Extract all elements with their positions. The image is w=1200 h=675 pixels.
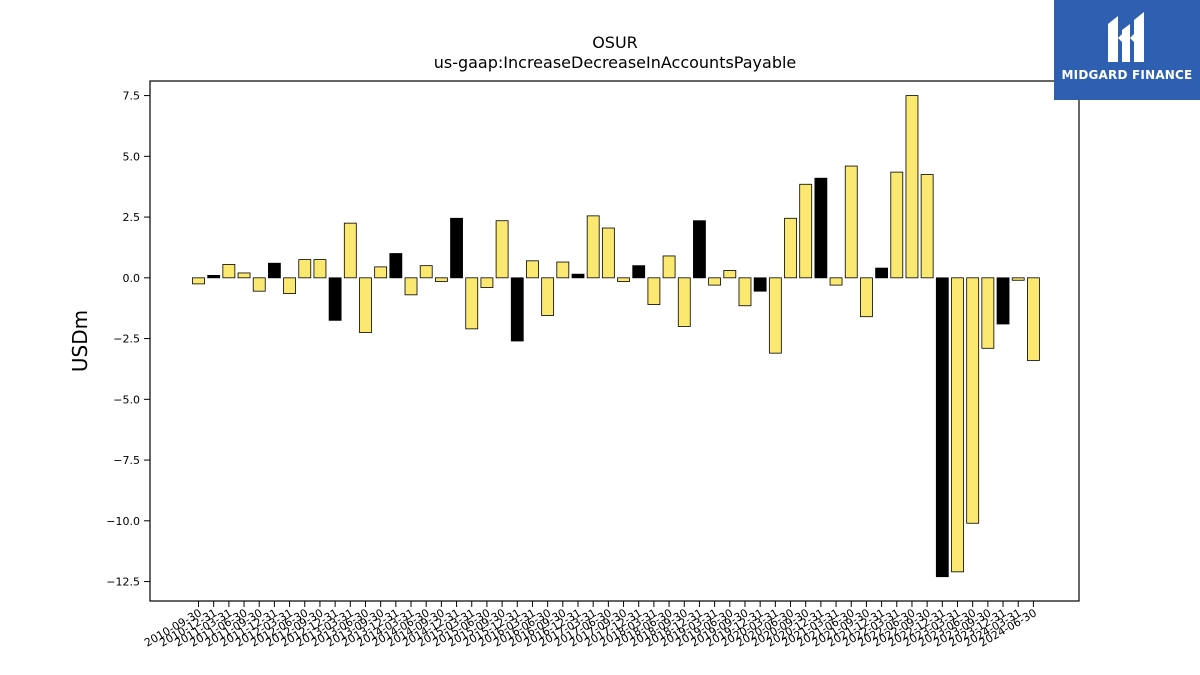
bar: [693, 220, 706, 279]
bar: [860, 277, 873, 318]
bar: [1011, 277, 1025, 281]
bar: [647, 277, 661, 305]
bar: [465, 277, 479, 330]
bar: [434, 277, 448, 282]
bar: [1027, 277, 1040, 361]
y-tick-label: −10.0: [106, 515, 140, 528]
bar: [768, 277, 782, 354]
midgard-m-icon: [1108, 12, 1144, 62]
bar: [267, 262, 281, 279]
bar: [541, 277, 555, 316]
bar: [981, 277, 995, 349]
y-tick-label: 7.5: [123, 90, 141, 103]
bar: [601, 227, 615, 279]
y-tick-label: 0.0: [123, 272, 141, 285]
bar: [586, 215, 600, 279]
y-tick-label: −2.5: [113, 333, 140, 346]
bar: [283, 277, 296, 295]
y-tick-label: 2.5: [123, 211, 141, 224]
chart-title: OSUR: [592, 33, 638, 52]
y-tick-label: −7.5: [113, 454, 140, 467]
x-ticks-group: 2010-09-302010-12-312011-03-312011-06-30…: [142, 601, 1039, 650]
bar: [374, 266, 388, 279]
bar: [207, 274, 221, 279]
bar: [495, 220, 509, 279]
bar: [844, 165, 858, 279]
bar: [526, 260, 539, 279]
chart-subtitle: us-gaap:IncreaseDecreaseInAccountsPayabl…: [434, 53, 797, 72]
bar: [738, 277, 752, 307]
bar: [222, 264, 236, 279]
bar: [753, 277, 767, 292]
bar: [708, 277, 722, 286]
bar: [510, 277, 524, 342]
bar: [237, 272, 251, 279]
bar: [313, 259, 327, 279]
y-tick-label: −5.0: [113, 393, 140, 406]
y-tick-label: −12.5: [106, 576, 140, 589]
y-axis-label: USDm: [68, 310, 92, 372]
bar: [617, 277, 630, 282]
bar: [298, 259, 312, 279]
bar: [404, 277, 418, 296]
bar: [677, 277, 691, 327]
plot-frame: [149, 80, 1080, 602]
bar: [359, 277, 372, 333]
bar: [419, 265, 433, 279]
brand-logo-text: MIDGARD FINANCE: [1061, 68, 1193, 82]
bar: [951, 277, 964, 573]
bar: [784, 217, 797, 279]
bar: [343, 222, 357, 279]
bar: [328, 277, 342, 321]
bar: [905, 95, 919, 279]
bar: [192, 277, 205, 285]
brand-logo: MIDGARD FINANCE: [1054, 0, 1200, 100]
bar: [480, 277, 494, 288]
bar: [829, 277, 843, 286]
bar: [814, 177, 828, 279]
bar: [996, 277, 1010, 325]
y-ticks-group: 7.5 5.0 2.5 0.0 −2.5 −5.0 −7.5 −10.0 −12.5: [106, 90, 150, 589]
bar: [662, 255, 676, 279]
bar: [389, 253, 403, 279]
bar: [935, 277, 949, 578]
bar: [799, 183, 813, 279]
bar: [252, 277, 266, 292]
bar: [556, 261, 570, 279]
bars-group: [192, 95, 1040, 578]
bar: [632, 265, 646, 279]
bar: [966, 277, 980, 524]
bar: [571, 273, 585, 279]
y-tick-label: 5.0: [123, 150, 141, 163]
bar: [920, 174, 934, 279]
bar: [723, 270, 737, 279]
bar: [890, 171, 904, 279]
bar: [875, 267, 888, 279]
bar: [450, 217, 463, 279]
